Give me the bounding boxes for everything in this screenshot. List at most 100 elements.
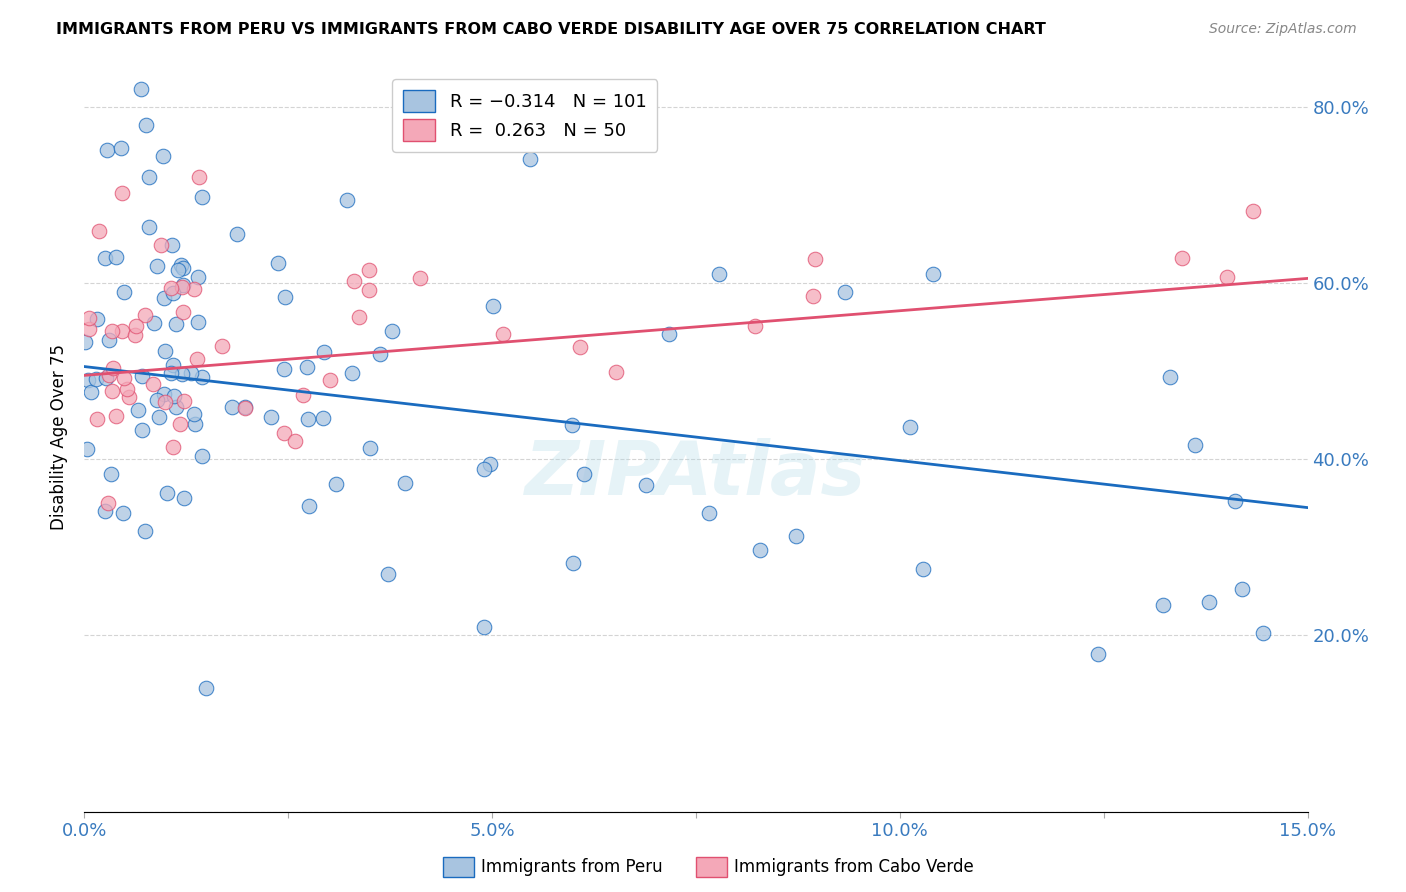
Text: Immigrants from Peru: Immigrants from Peru [481, 858, 662, 876]
Point [368, 346, 391, 360]
Point [131, 368, 153, 383]
Point [187, 169, 209, 184]
Point [191, 449, 214, 463]
Point [124, 327, 146, 342]
Point [100, 467, 122, 482]
Point [104, 409, 127, 423]
Point [105, 250, 128, 264]
Text: ZIPAtlas: ZIPAtlas [526, 438, 866, 511]
Point [1241, 203, 1264, 218]
Point [834, 285, 856, 299]
Point [170, 258, 193, 272]
Point [479, 457, 502, 471]
Point [1087, 647, 1109, 661]
Point [153, 292, 176, 306]
Point [1198, 595, 1220, 609]
Point [359, 283, 381, 297]
Point [297, 412, 319, 426]
Point [100, 324, 122, 338]
Point [146, 393, 169, 408]
Point [98, 333, 121, 347]
Point [211, 338, 233, 352]
Point [162, 440, 184, 454]
Point [172, 367, 194, 381]
Point [173, 491, 195, 506]
Point [1223, 494, 1246, 508]
Point [112, 285, 135, 299]
Point [187, 315, 209, 329]
Point [1159, 370, 1181, 384]
Point [394, 475, 416, 490]
Point [347, 310, 370, 324]
Point [318, 373, 340, 387]
Text: IMMIGRANTS FROM PERU VS IMMIGRANTS FROM CABO VERDE DISABILITY AGE OVER 75 CORREL: IMMIGRANTS FROM PERU VS IMMIGRANTS FROM … [56, 22, 1046, 37]
Point [172, 261, 194, 276]
Point [1170, 251, 1192, 265]
Point [359, 441, 381, 455]
Point [343, 274, 366, 288]
Point [804, 252, 827, 266]
Point [697, 506, 720, 520]
Point [142, 317, 165, 331]
Point [707, 267, 730, 281]
Point [135, 118, 157, 132]
Point [77, 322, 100, 336]
Point [153, 386, 176, 401]
Point [149, 237, 172, 252]
Point [146, 259, 169, 273]
Point [273, 361, 295, 376]
Point [921, 268, 943, 282]
Point [112, 370, 135, 384]
Point [75, 334, 97, 349]
Point [605, 365, 627, 379]
Point [94, 504, 117, 518]
Point [111, 186, 134, 200]
Point [342, 366, 364, 380]
Point [167, 262, 190, 277]
Point [233, 401, 256, 416]
Point [180, 366, 202, 380]
Point [134, 308, 156, 322]
Point [76, 442, 98, 456]
Point [1253, 625, 1275, 640]
Point [336, 193, 359, 207]
Legend: R = −0.314   N = 101, R =  0.263   N = 50: R = −0.314 N = 101, R = 0.263 N = 50 [392, 79, 658, 152]
Point [472, 620, 495, 634]
Point [153, 344, 176, 359]
Point [156, 486, 179, 500]
Point [125, 319, 148, 334]
Point [80, 384, 103, 399]
Text: Immigrants from Cabo Verde: Immigrants from Cabo Verde [734, 858, 974, 876]
Point [148, 409, 170, 424]
Point [519, 152, 541, 166]
Point [191, 190, 214, 204]
Point [169, 417, 191, 431]
Point [131, 424, 153, 438]
Point [172, 278, 194, 293]
Point [138, 219, 160, 234]
Point [1184, 438, 1206, 452]
Point [152, 149, 174, 163]
Point [260, 409, 283, 424]
Point [142, 376, 165, 391]
Point [267, 255, 290, 269]
Point [110, 140, 132, 154]
Point [492, 326, 515, 341]
Point [325, 477, 347, 491]
Point [96, 143, 118, 157]
Point [94, 371, 117, 385]
Point [187, 269, 209, 284]
Point [898, 419, 921, 434]
Point [129, 82, 152, 96]
Point [97, 496, 120, 510]
Point [86, 312, 108, 326]
Point [803, 289, 825, 303]
Point [162, 358, 184, 372]
Point [134, 524, 156, 538]
Point [274, 290, 297, 304]
Point [749, 543, 772, 558]
Point [115, 382, 138, 396]
Point [118, 390, 141, 404]
Point [172, 305, 194, 319]
Point [184, 417, 207, 432]
